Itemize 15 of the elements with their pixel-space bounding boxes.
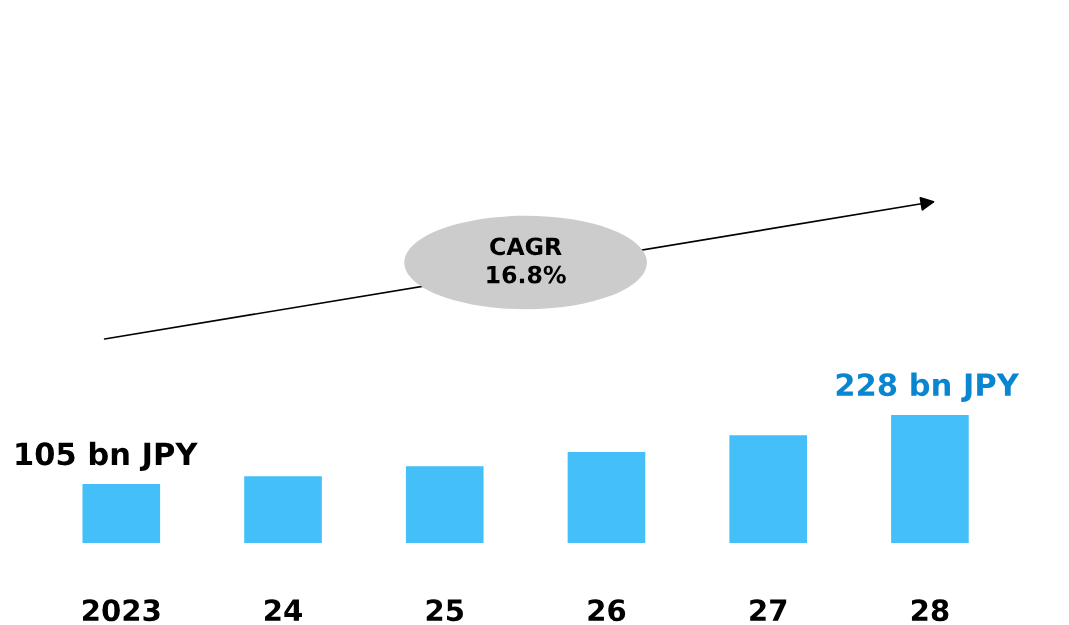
text: CAGR 16.8% — [487, 237, 566, 284]
bar — [244, 476, 322, 544]
bar — [405, 466, 484, 544]
x-tick-label: 24 — [265, 599, 302, 621]
x-tick-label: 2023 — [83, 599, 160, 622]
bar — [82, 484, 161, 544]
x-tick-label: 27 — [750, 599, 787, 621]
x-tick-label: 26 — [588, 599, 626, 622]
bar — [891, 415, 969, 544]
bar — [729, 435, 808, 544]
bar — [567, 452, 646, 544]
x-tick-label: 25 — [426, 599, 463, 622]
data-label: 228 bn JPY — [836, 372, 1020, 402]
x-tick-label: 28 — [911, 599, 949, 622]
data-label: 105 bn JPY — [16, 441, 198, 472]
